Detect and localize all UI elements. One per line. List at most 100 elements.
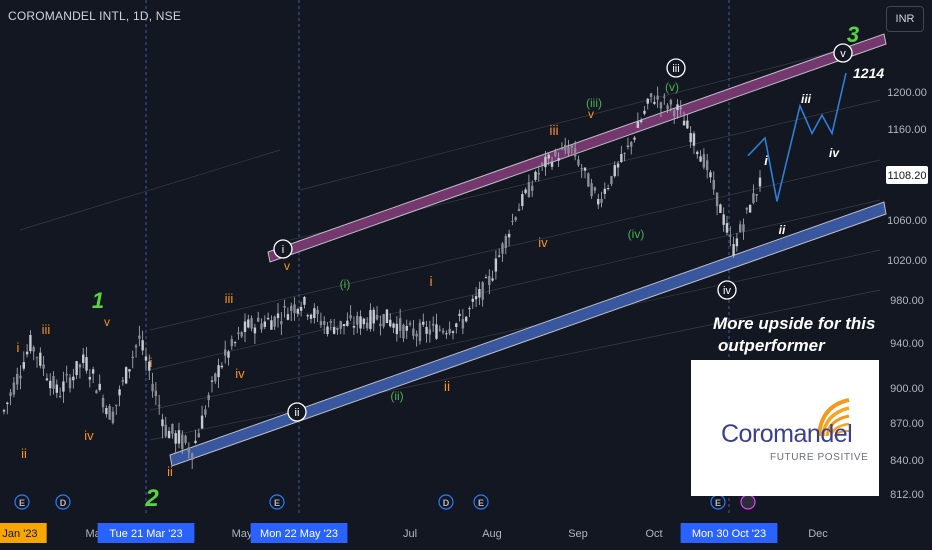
wave-circle <box>273 239 293 259</box>
candle-body <box>35 357 39 359</box>
currency-button[interactable]: INR <box>886 6 924 32</box>
candle-body <box>412 328 415 336</box>
candle-body <box>58 396 62 398</box>
upper-channel-band <box>267 33 887 263</box>
candle-body <box>715 192 719 207</box>
candle-body <box>531 185 534 191</box>
candle-body <box>682 120 686 126</box>
candle-body <box>181 434 184 449</box>
candle-body <box>91 369 95 374</box>
candle-body <box>32 347 35 352</box>
candle-body <box>514 217 517 221</box>
candle-body <box>200 415 204 429</box>
candle-body <box>124 367 128 384</box>
projection-path: 1214 <box>747 65 884 202</box>
candle-body <box>237 332 240 335</box>
candle-body <box>207 394 210 401</box>
channel-line-6 <box>19 149 281 231</box>
candle-body <box>639 120 643 123</box>
candle-body <box>481 282 484 300</box>
candle-body <box>696 151 699 155</box>
lightning-marker-icon <box>740 494 756 510</box>
time-axis[interactable]: Jan '23 Mar Tue 21 Mar '23 May Mon 22 May '2… <box>0 523 828 543</box>
company-logo-card: Coromandel FUTURE POSITIVE <box>691 360 879 496</box>
candle-body <box>85 357 88 371</box>
wave-label: i <box>764 153 768 168</box>
wave-label: iii <box>801 92 812 106</box>
candle-body <box>19 375 22 379</box>
candle-body <box>488 275 491 286</box>
candle-body <box>544 156 547 168</box>
target-price-label: 1214 <box>853 65 884 81</box>
candle-body <box>722 214 725 225</box>
candle-body <box>633 137 636 140</box>
candle-body <box>339 321 342 329</box>
wave-label: 1 <box>92 288 104 313</box>
candle-body <box>29 335 32 352</box>
candle-body <box>128 369 131 372</box>
candle-body <box>570 145 574 148</box>
candle-body <box>306 315 309 317</box>
candle-body <box>497 255 501 257</box>
candle-body <box>174 433 177 444</box>
candle-body <box>623 152 626 154</box>
candle-body <box>567 147 570 154</box>
candle-body <box>389 319 392 327</box>
channel-line-5 <box>149 289 881 441</box>
candle-body <box>689 133 692 143</box>
wave-label: ii <box>295 407 300 419</box>
candle-body <box>560 148 564 150</box>
candle-body <box>468 308 471 310</box>
time-axis-highlight-label: Mon 30 Oct '23 <box>692 528 766 540</box>
candle-body <box>478 288 481 298</box>
candle-body <box>253 327 257 334</box>
candle-body <box>597 198 600 205</box>
candle-body <box>422 321 425 325</box>
candle-body <box>296 309 300 314</box>
candle-body <box>643 110 646 114</box>
price-tick-label: 940.00 <box>890 338 924 350</box>
price-tick-label: 812.00 <box>890 489 924 501</box>
candle-body <box>630 141 633 147</box>
time-axis-label: Sep <box>568 528 588 540</box>
price-tick-label: 870.00 <box>890 418 924 430</box>
wave-label: iii <box>549 122 558 138</box>
candle-body <box>464 316 468 322</box>
candle-body <box>332 327 336 334</box>
headline-line-1: More upside for this <box>713 314 876 333</box>
wave-label: ii <box>444 378 450 394</box>
candle-body <box>108 405 111 420</box>
time-axis-label: Jul <box>403 528 417 540</box>
candle-body <box>613 165 616 177</box>
candle-body <box>451 331 455 334</box>
candle-body <box>494 258 498 272</box>
price-axis[interactable]: 1200.00 1160.00 1108.20 1060.00 1020.00 980.0… <box>14 87 928 510</box>
candle-body <box>507 233 511 238</box>
candle-body <box>491 278 494 281</box>
price-tick-label: 900.00 <box>890 383 924 395</box>
candle-body <box>214 373 217 382</box>
candle-body <box>349 315 352 319</box>
candle-body <box>336 327 339 330</box>
candle-body <box>425 326 428 334</box>
event-marker-e <box>269 494 285 510</box>
candle-body <box>356 315 359 325</box>
event-marker-e <box>14 494 30 510</box>
candle-body <box>131 356 134 359</box>
candle-body <box>438 329 441 331</box>
time-axis-highlight <box>97 523 195 543</box>
candle-body <box>9 392 12 397</box>
candle-body <box>646 98 649 104</box>
candle-body <box>101 397 105 408</box>
event-marker-label: D <box>443 498 450 508</box>
candle-body <box>227 351 230 358</box>
candle-body <box>223 349 227 356</box>
candle-body <box>435 324 438 339</box>
candle-body <box>154 390 158 397</box>
candle-body <box>587 173 590 187</box>
price-tick-label: 1020.00 <box>887 255 927 267</box>
time-axis-label: Aug <box>482 528 502 540</box>
symbol-title[interactable]: COROMANDEL INTL, 1D, NSE <box>8 9 182 23</box>
candle-body <box>293 304 296 314</box>
